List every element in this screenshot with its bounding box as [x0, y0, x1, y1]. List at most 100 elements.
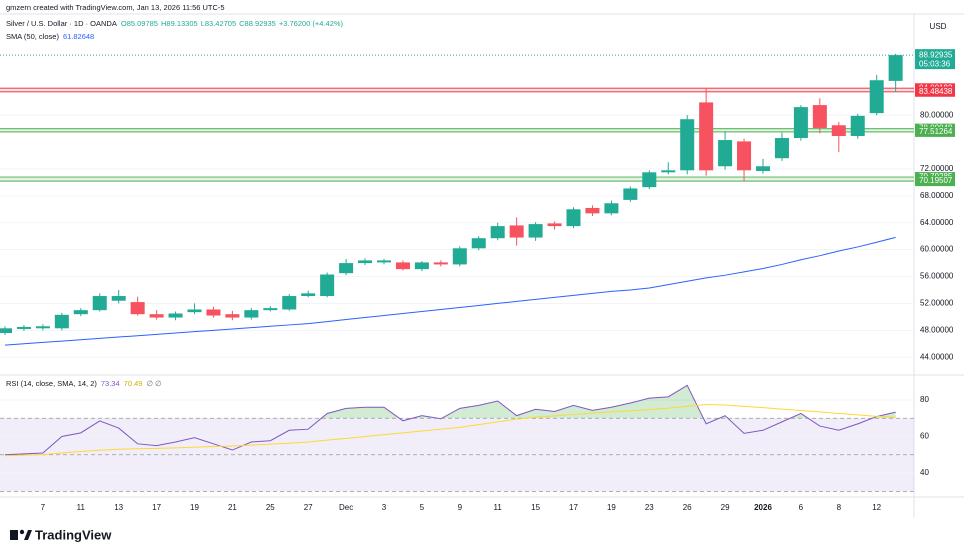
candle-body — [339, 263, 354, 274]
candle-body — [509, 225, 524, 238]
candle-body — [320, 274, 335, 297]
x-tick-label: 23 — [645, 503, 654, 512]
sma-name: SMA (50, close) — [6, 32, 59, 41]
candle-body — [187, 309, 202, 313]
candle-body — [358, 260, 373, 264]
candle-body — [661, 170, 676, 173]
x-tick-label: 3 — [382, 503, 387, 512]
level-band — [0, 88, 914, 92]
candle-body — [282, 296, 297, 310]
y-tick-label: 72.00000 — [920, 164, 954, 173]
candle-body — [680, 119, 695, 171]
sma-legend: SMA (50, close) 61.82648 — [6, 32, 94, 41]
candle-body — [16, 326, 31, 329]
close: C88.92935 — [239, 19, 276, 28]
x-tick-label: 6 — [799, 503, 804, 512]
candle-body — [149, 314, 164, 318]
candle-body — [642, 172, 657, 188]
x-tick-label: 21 — [228, 503, 237, 512]
x-tick-label: 17 — [152, 503, 161, 512]
level-tag — [915, 86, 955, 97]
candle-body — [0, 328, 13, 334]
symbol-legend: Silver / U.S. Dollar · 1D · OANDA O85.097… — [6, 19, 344, 28]
candle-body — [168, 313, 183, 318]
rsi-extra: ∅ ∅ — [146, 379, 161, 388]
x-tick-label: 15 — [531, 503, 540, 512]
level-band — [0, 177, 914, 182]
sma-value: 61.82648 — [63, 32, 94, 41]
candle-body — [888, 55, 903, 81]
y-tick-label: 64.00000 — [920, 218, 954, 227]
x-tick-label: 9 — [458, 503, 463, 512]
y-tick-label: 44.00000 — [920, 352, 954, 361]
candle-body — [263, 308, 278, 311]
rsi-value: 73.34 — [101, 379, 120, 388]
last-price-tag — [915, 49, 955, 70]
logo-dot — [19, 529, 25, 535]
level-band — [0, 128, 914, 132]
candle-body — [376, 260, 392, 263]
candle-body — [301, 293, 316, 297]
currency: USD — [930, 22, 947, 31]
candle-body — [54, 314, 69, 329]
candle-body — [869, 80, 884, 114]
x-tick-label: 2026 — [754, 503, 772, 512]
candle-body — [490, 226, 505, 239]
x-tick-label: 7 — [41, 503, 46, 512]
change: +3.76200 (+4.42%) — [279, 19, 344, 28]
y-tick-label: 56.00000 — [920, 272, 954, 281]
y-tick-label: 48.00000 — [920, 325, 954, 334]
x-tick-label: 19 — [607, 503, 616, 512]
candle-body — [471, 238, 486, 249]
y-tick-label: 40 — [920, 468, 929, 477]
level-label: 83.48438 — [919, 87, 953, 96]
candle-body — [774, 138, 789, 159]
x-tick-label: 26 — [683, 503, 692, 512]
y-tick-label: 60.00000 — [920, 245, 954, 254]
x-tick-label: Dec — [339, 503, 353, 512]
x-tick-label: 11 — [494, 503, 503, 512]
overbought-area — [321, 385, 896, 419]
rsi-sma-line — [4, 404, 896, 457]
y-tick-label: 68.00000 — [920, 191, 954, 200]
logo-mark — [10, 530, 18, 540]
x-tick-label: 17 — [569, 503, 578, 512]
candle-body — [111, 296, 126, 301]
open: O85.09785 — [121, 19, 158, 28]
candle-body — [604, 203, 619, 214]
candle-body — [566, 209, 581, 227]
brand-name: TradingView — [35, 527, 112, 542]
candle-body — [528, 224, 543, 238]
x-tick-label: 8 — [837, 503, 842, 512]
candle-body — [395, 262, 410, 270]
last-price-label: 88.92935 — [919, 50, 953, 59]
candle-body — [737, 141, 752, 171]
rsi-title: RSI (14, close, SMA, 14, 2) — [6, 379, 97, 388]
candle-body — [699, 102, 714, 171]
sma-line — [4, 236, 896, 346]
credit: gmzern created with TradingView.com, Jan… — [6, 3, 225, 12]
x-tick-label: 27 — [304, 503, 313, 512]
candle-body — [433, 262, 448, 265]
candle-body — [547, 223, 562, 227]
x-tick-label: 13 — [114, 503, 123, 512]
logo: TradingView — [10, 527, 112, 542]
candle-body — [755, 166, 771, 171]
symbol-name: Silver / U.S. Dollar · 1D · OANDA — [6, 19, 117, 28]
logo-slash — [24, 530, 32, 540]
candle-body — [718, 140, 733, 167]
candle-body — [812, 105, 827, 128]
level-tag — [915, 176, 955, 187]
rsi-line — [4, 384, 896, 456]
low: L83.42705 — [201, 19, 236, 28]
candle-body — [92, 296, 107, 311]
rsi-sma-value: 70.49 — [124, 379, 143, 388]
level-tag — [915, 126, 955, 137]
candle-body — [623, 188, 638, 200]
candle-body — [35, 326, 50, 329]
y-tick-label: 52.00000 — [920, 299, 954, 308]
candle-body — [130, 302, 145, 315]
candle-body — [206, 309, 221, 316]
